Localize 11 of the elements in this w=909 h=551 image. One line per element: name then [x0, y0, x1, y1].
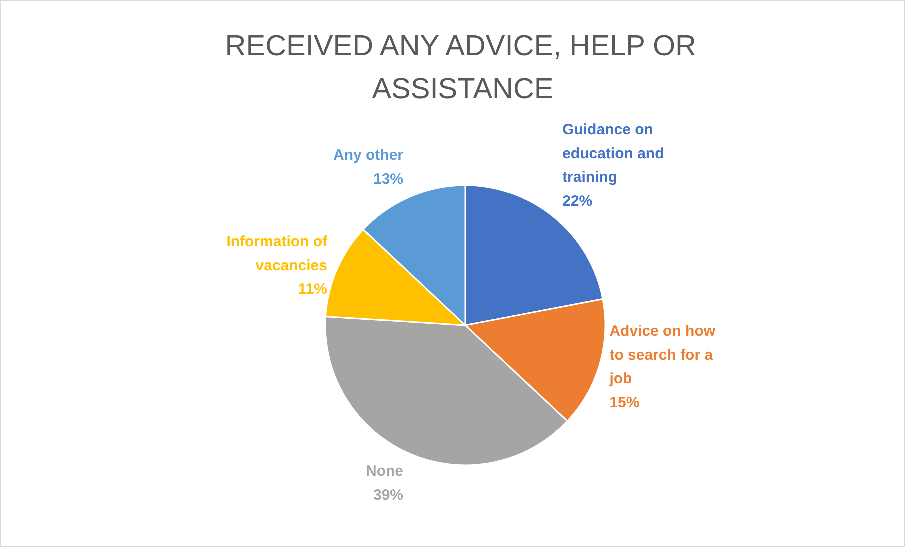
slice-label: None	[366, 463, 404, 480]
slice-label: Any other	[334, 147, 404, 164]
data-label: 13%	[373, 170, 404, 188]
slice-label: Advice on how to search for a job	[608, 323, 716, 388]
data-label: 39%	[373, 486, 404, 504]
slice-label: Information of vacancies	[226, 234, 329, 274]
data-label: 22%	[562, 192, 593, 210]
data-label: 15%	[610, 394, 640, 412]
chart-title: RECEIVED ANY ADVICE, HELP OR ASSISTANCE	[225, 30, 696, 106]
slice-label: Guidance on education and training	[562, 122, 664, 186]
data-label: 11%	[298, 281, 328, 298]
